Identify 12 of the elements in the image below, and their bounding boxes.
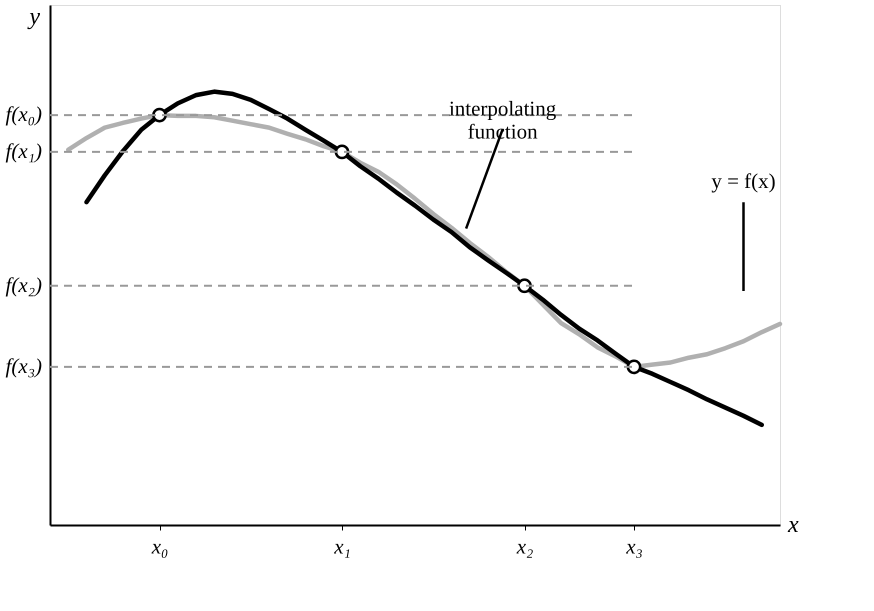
- x-tick-label: x₁: [333, 534, 351, 558]
- x-tick-label: x₂: [516, 534, 534, 558]
- y-axis-title: y: [27, 4, 40, 30]
- x-axis-title: x: [787, 512, 799, 538]
- x-tick-label: x₃: [625, 534, 643, 558]
- ref-line-label: f(x₁): [6, 138, 42, 163]
- ref-line-label: f(x₀): [6, 102, 42, 126]
- annotation: y = f(x): [711, 169, 776, 194]
- x-tick-label: x₀: [150, 534, 168, 558]
- ref-line-label: f(x₃): [6, 354, 42, 378]
- ref-line-label: f(x₂): [6, 272, 42, 297]
- annotation: interpolating function: [448, 96, 557, 144]
